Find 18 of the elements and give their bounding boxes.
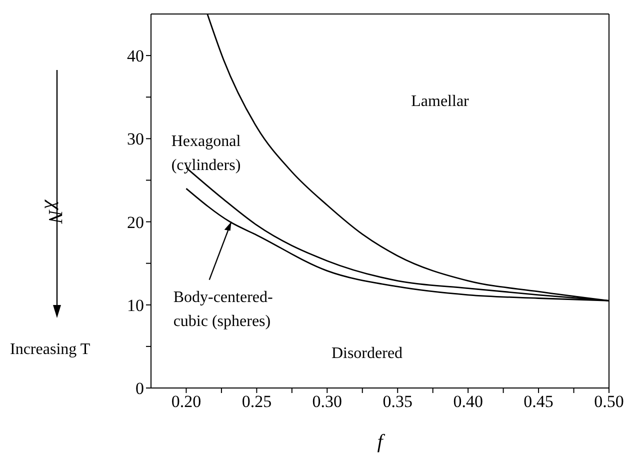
annotation: Body-centered- cubic (spheres)	[173, 288, 273, 330]
x-tick-label: 0.40	[453, 392, 483, 412]
x-tick-label: 0.45	[524, 392, 554, 412]
y-tick-label: 30	[127, 130, 144, 149]
x-axis-title: f	[377, 431, 386, 453]
y-tick-label: 20	[127, 212, 144, 232]
x-tick-label: 0.20	[171, 392, 202, 412]
x-tick-label: 0.30	[312, 392, 342, 412]
x-tick-label: 0.50	[594, 392, 624, 412]
text: Increasing T	[10, 341, 90, 358]
annotation: Hexagonal (cylinders)	[171, 133, 242, 174]
annotation: Disordered	[331, 345, 403, 362]
y-tick-label: 10	[127, 296, 144, 315]
x-tick-label: 0.35	[382, 392, 412, 412]
x-tick-label: 0.25	[242, 392, 272, 412]
annotation: Lamellar	[411, 93, 470, 110]
y-tick-label: 0	[136, 379, 144, 398]
y-tick-label: 40	[127, 46, 144, 66]
